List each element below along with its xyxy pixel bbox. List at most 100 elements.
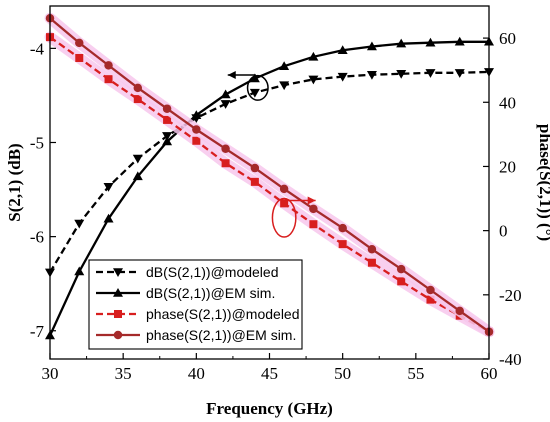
data-point [279,81,290,91]
y-right-tick-label: -40 [499,350,522,369]
data-point [425,37,436,47]
x-tick-label: 55 [407,364,424,383]
x-tick-label: 60 [481,364,498,383]
legend-item: phase(S(2,1))@modeled [96,306,300,322]
series-1 [45,68,494,278]
data-point [454,36,465,46]
data-point [103,213,114,223]
data-point [104,75,113,84]
data-point [163,115,172,124]
y-left-tick-label: -5 [30,133,44,152]
legend-label: phase(S(2,1))@modeled [146,306,300,322]
data-point [249,88,260,98]
data-point [337,72,348,82]
series-line [49,17,490,333]
legend-item: dB(S(2,1))@EM sim. [96,285,275,301]
y-left-tick-label: -4 [30,39,45,58]
x-axis-title: Frequency (GHz) [206,399,333,418]
data-point [454,69,465,78]
data-point [220,100,231,109]
data-point [367,244,377,254]
data-point [396,264,406,274]
data-point [221,144,230,154]
data-point [192,125,201,134]
legend-item: phase(S(2,1))@EM sim. [96,327,296,343]
data-point [74,219,85,229]
data-point [279,184,289,194]
data-point [133,95,142,104]
y-left-tick-label: -6 [30,228,44,247]
data-point [162,136,173,146]
y-left-tick-label: -7 [30,322,45,341]
data-point [308,51,319,61]
data-point [279,61,290,70]
y-right-tick-label: 60 [499,29,516,48]
x-tick-label: 50 [334,364,351,383]
data-point [75,38,84,48]
data-point [366,41,377,51]
data-point [397,277,406,286]
legend-label: dB(S(2,1))@modeled [146,264,279,280]
x-tick-label: 40 [188,364,205,383]
data-point [396,38,407,48]
legend-marker [113,268,123,277]
data-point [74,266,85,276]
x-tick-label: 45 [261,364,278,383]
data-point [308,75,319,85]
data-point [104,61,113,70]
data-point [338,240,347,249]
data-point [309,204,318,214]
ticks-layer: 30 35 40 45 50 55 60 -7 -6 -5 -4 -40 -20 0 20 40 60 [30,29,522,383]
series-4 [44,12,495,338]
x-tick-label: 30 [42,364,59,383]
data-point [425,69,436,78]
series-line [49,36,490,333]
y-axis-right-title: phase(S(2,1)) (°) [536,124,550,241]
data-point [103,182,114,192]
series-2 [45,36,494,340]
data-point [309,220,318,229]
annotation-ellipse [246,74,269,101]
data-point [133,83,143,93]
data-point [426,295,435,304]
legend-item: dB(S(2,1))@modeled [96,264,279,280]
data-point [192,136,201,145]
annotation-arrow-head [307,196,316,205]
data-point [455,306,464,316]
legend: dB(S(2,1))@modeled dB(S(2,1))@EM sim. phas… [88,259,303,350]
annotation-1 [227,71,269,101]
data-point [75,53,84,62]
data-point [250,177,259,186]
data-point [250,163,260,173]
legend-marker [114,310,122,318]
data-point [338,223,347,233]
data-point [162,104,172,113]
legend-label: dB(S(2,1))@EM sim. [146,285,275,301]
data-point [426,285,435,295]
y-right-tick-label: -20 [499,286,522,305]
data-point [367,258,376,267]
series-line [48,40,489,336]
y-axis-left-title: S(2,1) (dB) [5,143,24,221]
data-point [337,45,348,54]
legend-label: phase(S(2,1))@EM sim. [146,327,296,343]
annotation-2 [271,196,316,238]
data-point [396,70,407,79]
x-tick-label: 35 [115,364,132,383]
data-point [221,159,230,168]
annotation-ellipse [271,197,297,238]
data-point [191,110,202,119]
data-point [366,70,377,80]
legend-marker [113,330,123,340]
series-line [49,70,490,273]
y-right-tick-label: 40 [499,93,516,112]
annotation-arrow-head [227,71,236,80]
data-point [132,154,143,164]
y-right-tick-label: 20 [499,157,516,176]
data-point [220,89,231,99]
annotation-layer [227,71,316,238]
data-point [280,199,289,208]
legend-marker [113,288,123,297]
data-point [249,73,260,83]
